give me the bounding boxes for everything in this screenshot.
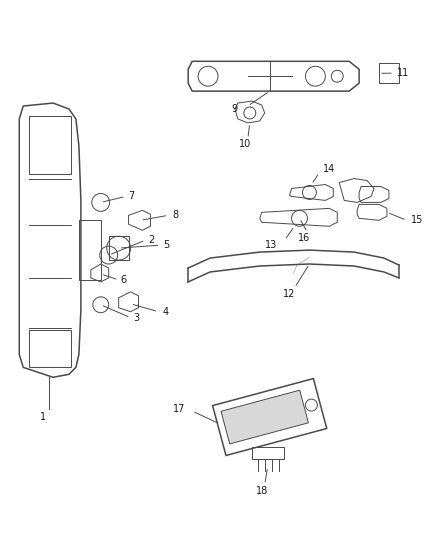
- Bar: [109, 236, 129, 260]
- Bar: [379, 63, 399, 83]
- Text: 3: 3: [134, 313, 140, 322]
- Text: 11: 11: [397, 68, 409, 78]
- Bar: [79, 220, 101, 280]
- Text: 9: 9: [232, 104, 238, 114]
- Text: 12: 12: [283, 289, 296, 299]
- Text: 5: 5: [163, 240, 170, 250]
- Text: 15: 15: [411, 215, 423, 225]
- Text: 4: 4: [162, 306, 169, 317]
- Text: 10: 10: [239, 139, 251, 149]
- Bar: [29, 329, 71, 367]
- Text: 6: 6: [120, 275, 127, 285]
- Polygon shape: [221, 390, 308, 444]
- Bar: [29, 116, 71, 174]
- Text: 1: 1: [40, 412, 46, 422]
- Text: 17: 17: [173, 404, 185, 414]
- Text: 18: 18: [256, 486, 268, 496]
- Text: 13: 13: [265, 240, 278, 250]
- Text: 2: 2: [148, 235, 155, 245]
- Bar: [252, 447, 283, 459]
- Text: 8: 8: [172, 211, 178, 220]
- Text: 16: 16: [298, 233, 311, 243]
- Text: 7: 7: [129, 191, 135, 201]
- Text: 14: 14: [323, 164, 336, 174]
